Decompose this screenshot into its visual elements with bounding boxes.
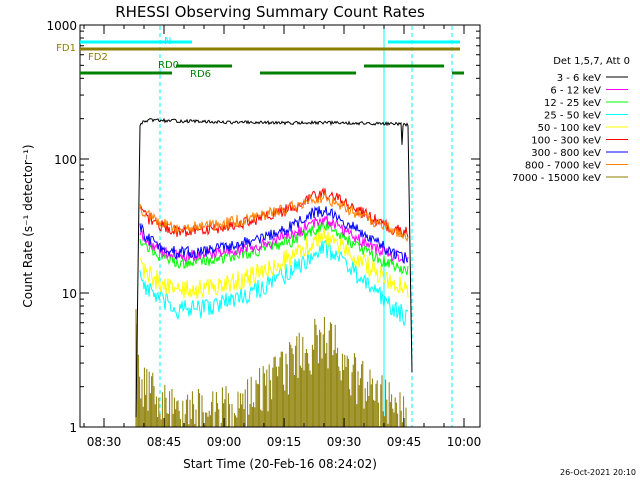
legend-label: 6 - 12 keV xyxy=(550,86,601,97)
legend-label: 50 - 100 keV xyxy=(538,123,602,134)
series-line-3 xyxy=(139,239,409,327)
legend-label: 100 - 300 keV xyxy=(531,136,601,147)
x-tick-label: 10:00 xyxy=(447,435,482,449)
x-tick-label: 09:45 xyxy=(387,435,422,449)
y-tick-label: 100 xyxy=(54,153,77,167)
x-tick-label: 08:30 xyxy=(87,435,122,449)
x-tick-label: 09:30 xyxy=(327,435,362,449)
legend-title: Det 1,5,7, Att 0 xyxy=(553,56,630,67)
flag-label-fd2: FD2 xyxy=(88,52,108,63)
flag-label-rd6: RD6 xyxy=(190,69,211,80)
flag-label-n: N xyxy=(164,36,171,47)
footer-date: 26-Oct-2021 20:10 xyxy=(560,468,636,477)
series-line-8 xyxy=(135,309,407,427)
series-line-6 xyxy=(139,205,409,265)
plot-area xyxy=(79,26,453,427)
flag-label-fd1: FD1 xyxy=(56,43,76,54)
series-line-1 xyxy=(139,215,409,263)
x-tick-label: 09:15 xyxy=(267,435,302,449)
series-line-2 xyxy=(139,220,409,276)
legend-label: 12 - 25 keV xyxy=(544,98,601,109)
x-tick-label: 08:45 xyxy=(147,435,182,449)
legend-label: 7000 - 15000 keV xyxy=(512,173,601,184)
y-tick-label: 1000 xyxy=(46,19,77,33)
legend-label: 300 - 800 keV xyxy=(531,148,601,159)
x-tick-label: 09:00 xyxy=(207,435,242,449)
plot-frame xyxy=(79,24,481,428)
legend-label: 25 - 50 keV xyxy=(544,111,601,122)
y-tick-label: 1 xyxy=(69,421,77,435)
flag-bars: N FD1 FD2 RD0 RD6 xyxy=(56,36,464,80)
series-line-4 xyxy=(139,225,409,300)
legend-label: 3 - 6 keV xyxy=(557,73,601,84)
x-axis-label: Start Time (20-Feb-16 08:24:02) xyxy=(183,457,377,471)
flag-label-rd0: RD0 xyxy=(158,60,179,71)
y-axis-label: Count Rate (s⁻¹ detector⁻¹) xyxy=(21,144,35,307)
legend-label: 800 - 7000 keV xyxy=(525,161,601,172)
axes: 08:30 08:45 09:00 09:15 09:30 09:45 10:00 1 10 10… xyxy=(46,19,481,449)
series-line-7 xyxy=(139,190,409,243)
series-line-0 xyxy=(135,117,413,418)
chart-title: RHESSI Observing Summary Count Rates xyxy=(115,3,425,21)
y-tick-label: 10 xyxy=(62,287,77,301)
